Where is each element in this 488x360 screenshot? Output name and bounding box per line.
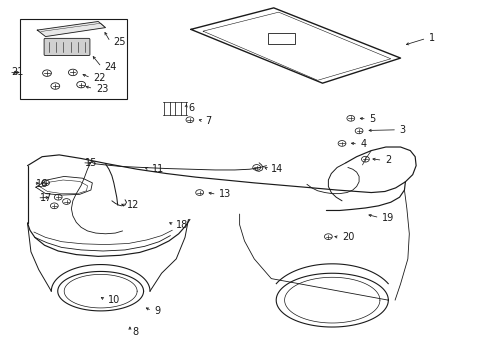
Text: 8: 8	[132, 327, 138, 337]
Text: 25: 25	[113, 37, 125, 47]
Text: 23: 23	[96, 84, 108, 94]
Text: 16: 16	[36, 179, 48, 189]
Text: 24: 24	[104, 62, 116, 72]
Text: 14: 14	[271, 164, 283, 174]
Text: 22: 22	[93, 73, 105, 83]
Text: 9: 9	[154, 306, 160, 316]
Text: 15: 15	[84, 158, 97, 168]
Text: 20: 20	[341, 232, 354, 242]
Text: 2: 2	[384, 155, 390, 165]
Text: 11: 11	[152, 164, 164, 174]
Text: 1: 1	[428, 33, 434, 43]
Text: 13: 13	[219, 189, 231, 199]
Polygon shape	[37, 22, 105, 37]
Text: 17: 17	[40, 193, 52, 203]
Text: 18: 18	[176, 220, 188, 230]
Bar	[267, 33, 294, 44]
Text: 12: 12	[126, 200, 139, 210]
FancyBboxPatch shape	[44, 39, 90, 55]
Text: 21: 21	[11, 67, 24, 77]
Text: 5: 5	[368, 114, 375, 124]
Text: 3: 3	[399, 125, 405, 135]
Text: 19: 19	[381, 213, 393, 222]
Text: 4: 4	[360, 139, 366, 149]
Bar	[20, 19, 127, 99]
Text: 10: 10	[108, 295, 120, 305]
Text: 6: 6	[188, 103, 194, 113]
Text: 7: 7	[205, 116, 211, 126]
